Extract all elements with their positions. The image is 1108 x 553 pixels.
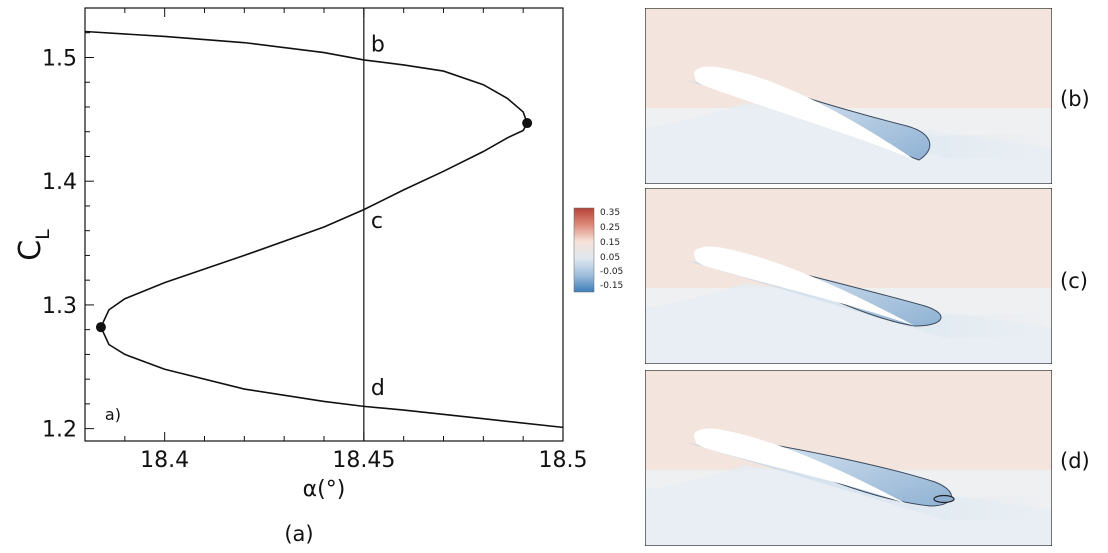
x-tick-label: 18.45 [332,448,395,473]
flow-field-panel-b [645,8,1052,184]
colorbar: 0.35 0.25 0.15 0.05 -0.05 -0.15 [573,207,623,293]
colorbar-label: 0.05 [600,253,620,263]
y-axis-label: CL [13,229,54,261]
annotation-label: d [371,376,385,401]
colorbar-label: -0.05 [600,267,623,277]
colorbar-label: -0.15 [600,281,623,291]
colorbar-gradient [573,207,595,293]
colorbar-label: 0.15 [600,238,620,248]
series-curve [84,30,564,429]
y-axis-label-subscript: L [32,229,54,240]
flow-field-panel-d [645,370,1052,546]
lift-coefficient-chart: 18.4 18.45 18.5 1.2 1.3 1.4 1.5 b c d a) α(°) CL… [13,7,588,546]
panel-label-d: (d) [1060,449,1090,473]
svg-text:CL: CL [13,229,54,261]
y-tick-label: 1.4 [42,170,77,195]
fold-points [95,118,533,333]
x-axis-ticks: 18.4 18.45 18.5 [84,8,588,473]
y-tick-label: 1.3 [42,294,77,319]
annotation-label: c [371,209,383,234]
annotation-label: b [371,32,385,57]
x-axis-label: α(°) [303,477,346,502]
colorbar-label: 0.25 [600,223,620,233]
y-tick-label: 1.2 [42,418,77,443]
y-axis-ticks: 1.2 1.3 1.4 1.5 [42,7,94,443]
flow-field-panel-c [645,188,1052,364]
colorbar-label: 0.35 [600,208,620,218]
y-tick-label: 1.5 [42,46,77,71]
annotations: b c d a) [105,32,385,424]
panel-label-b: (b) [1060,87,1090,111]
annotation-label: a) [105,405,121,424]
x-tick-label: 18.4 [140,448,189,473]
x-tick-label: 18.5 [539,448,588,473]
fold-point [522,118,533,129]
y-axis-label-main: C [13,240,48,261]
panel-label-c: (c) [1060,269,1088,293]
fold-point [95,322,106,333]
plot-frame [84,7,564,442]
panel-a-caption: (a) [284,522,313,546]
